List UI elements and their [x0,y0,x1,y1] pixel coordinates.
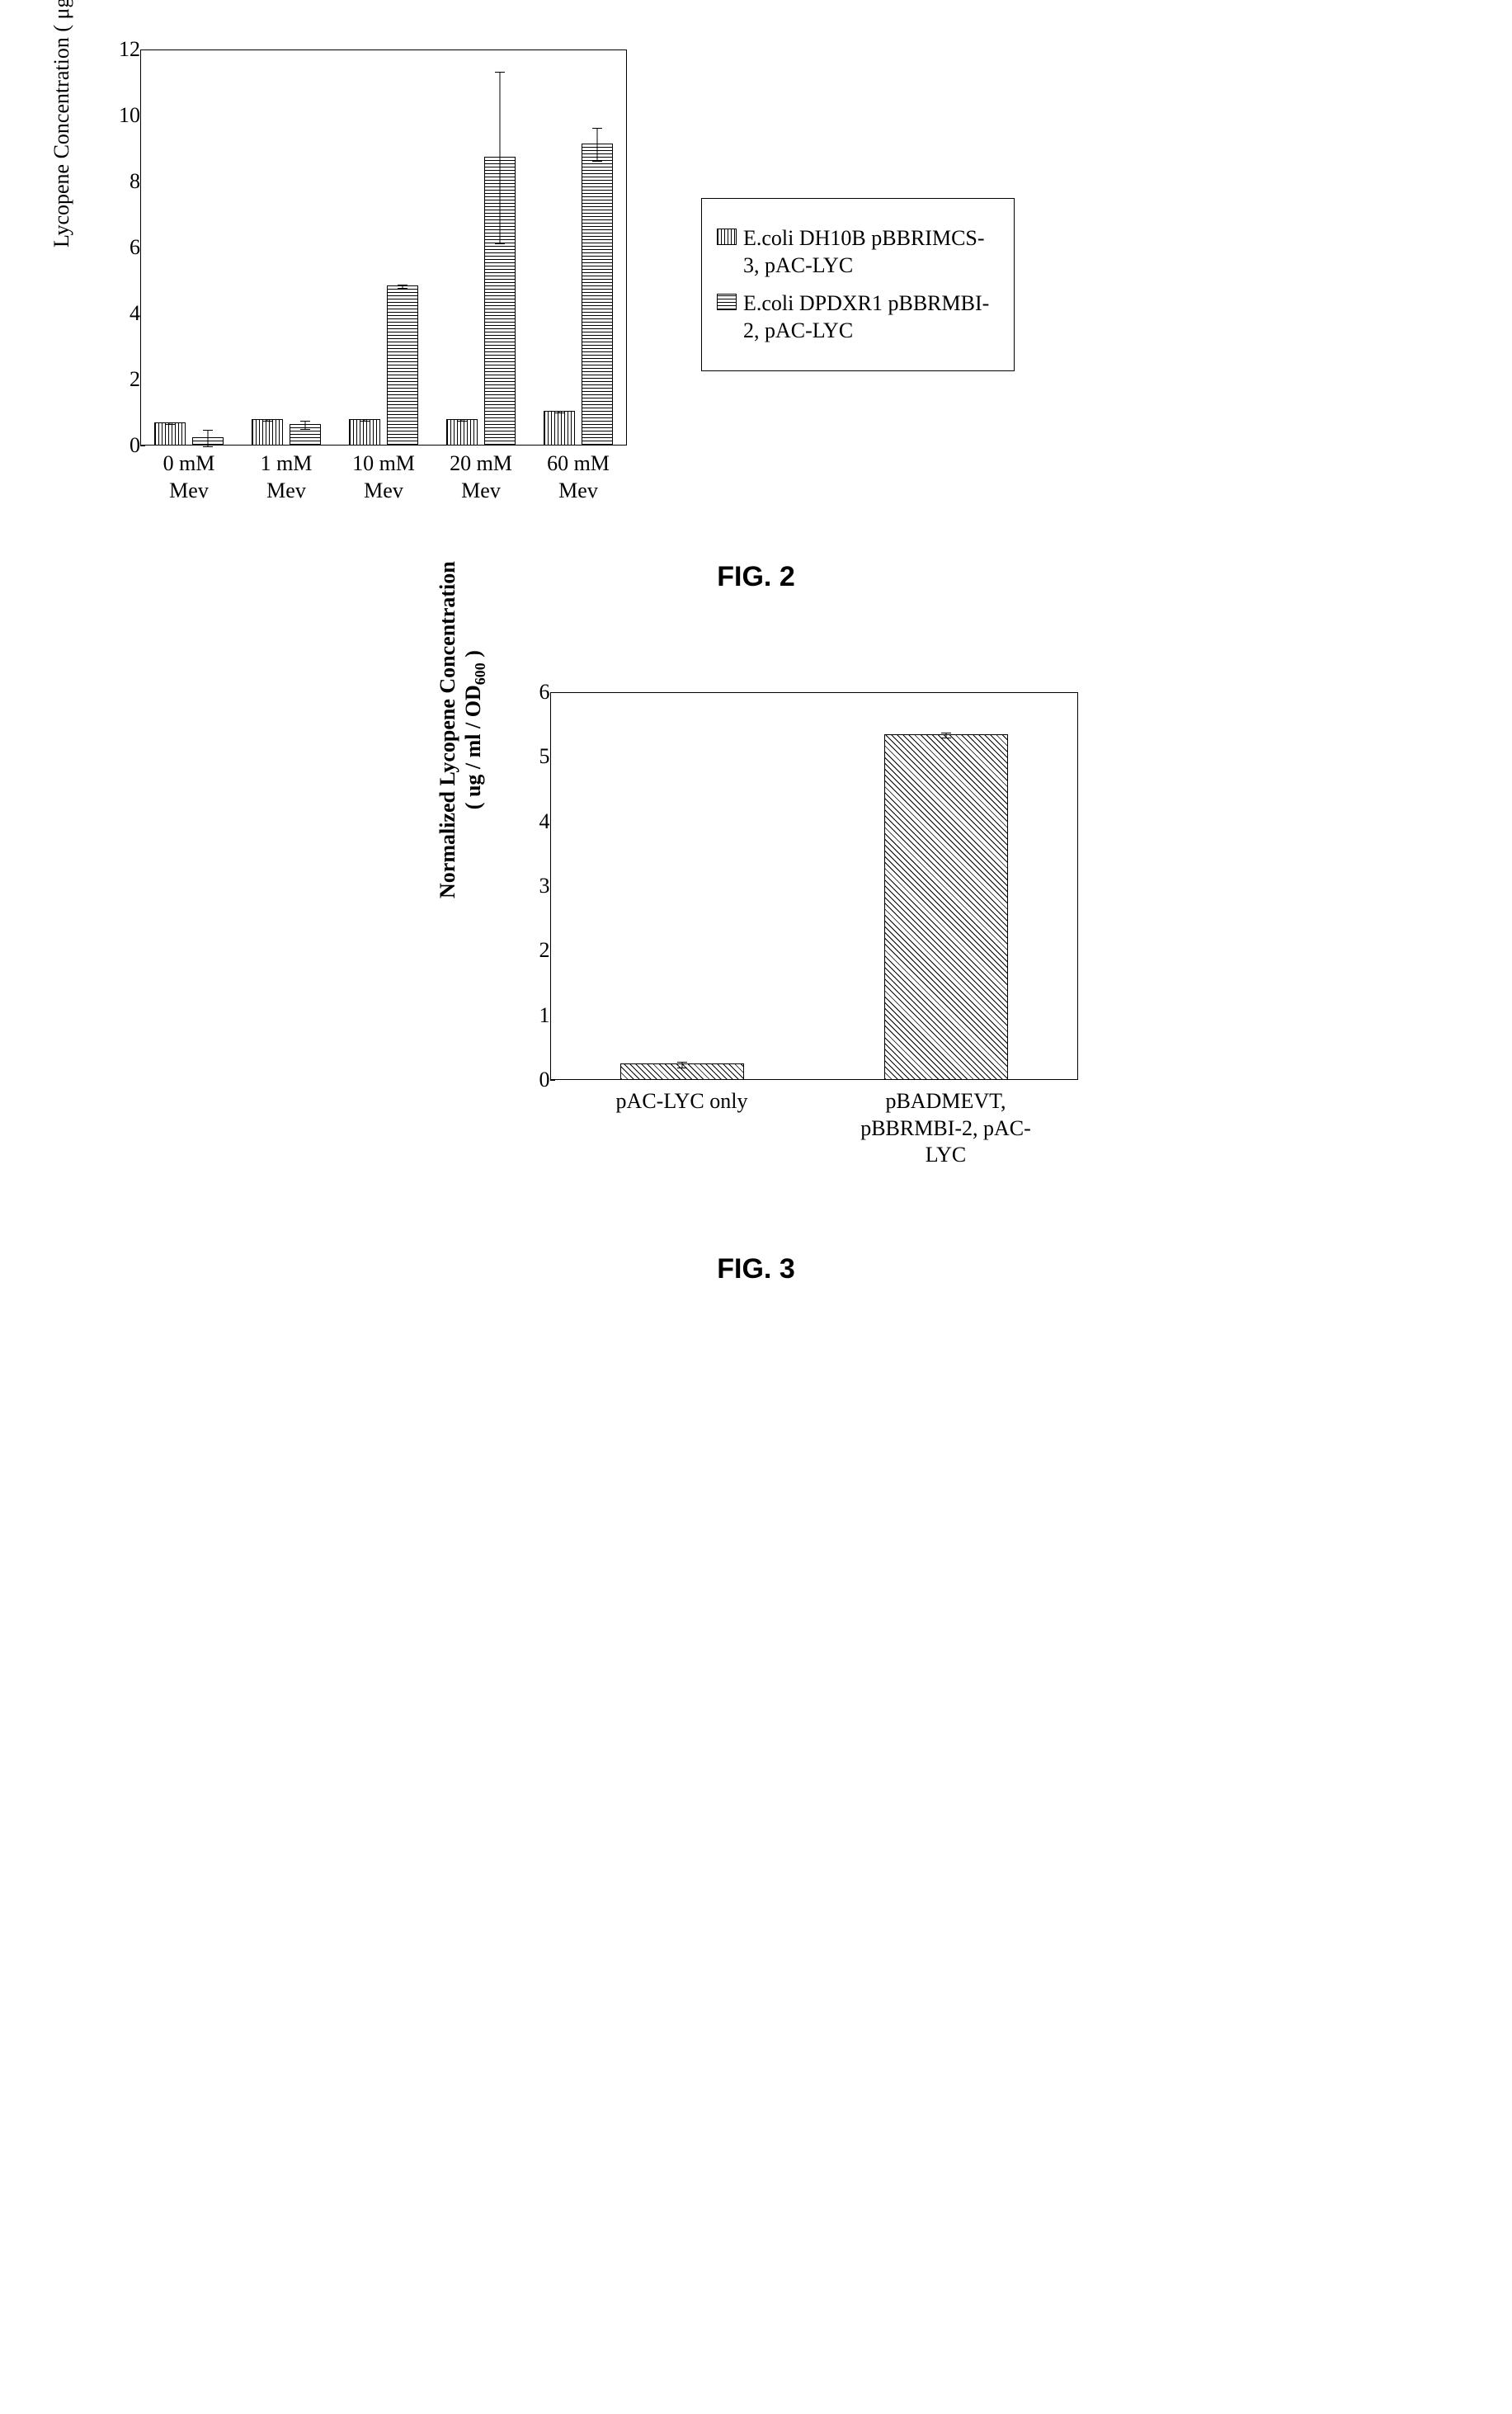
fig2-bar-b [387,285,418,446]
fig2-bar-b [290,424,321,446]
fig3-ylabel-sub: 600 [472,662,488,685]
fig2-ytick: 6 [109,235,140,260]
fig3-xlabel: pAC-LYC only [550,1088,814,1169]
fig2-group [238,50,335,446]
fig3-ytick: 0 [519,1068,550,1092]
fig3-chart: Normalized Lycopene Concentration ( ug /… [410,684,1103,1228]
fig2-row: Lycopene Concentration ( μg / ml ) 02468… [49,33,1463,536]
fig2-xlabels: 0 mMMev1 mMMev10 mMMev20 mMMev60 mMMev [140,450,627,504]
fig3-ylabel-line2-prefix: ( ug / ml / OD [461,685,485,809]
fig2-xlabel: 0 mMMev [140,450,238,504]
fig3-bar [884,734,1008,1080]
fig3-ylabel: Normalized Lycopene Concentration ( ug /… [435,561,490,898]
fig2-bar-a [252,419,283,446]
fig3-ylabel-line2-suffix: ) [461,650,485,662]
fig2-xlabel: 20 mMMev [432,450,530,504]
fig2-legend-item-a: E.coli DH10B pBBRIMCS-3, pAC-LYC [717,225,996,279]
fig2-bar-b [582,144,613,446]
legend-label-a: E.coli DH10B pBBRIMCS-3, pAC-LYC [743,225,996,279]
legend-swatch-vstripes [717,229,737,245]
fig2-bars [140,50,627,446]
fig2-yticks: 024681012 [107,50,140,446]
fig2-group [432,50,530,446]
fig2-bar-b [484,157,516,446]
fig2-ytick: 10 [109,103,140,128]
fig2-bar-a [349,419,380,446]
figure-2: Lycopene Concentration ( μg / ml ) 02468… [49,33,1463,593]
fig3-xlabels: pAC-LYC onlypBADMEVT,pBBRMBI-2, pAC-LYC [550,1088,1078,1169]
fig3-ylabel-line2: ( ug / ml / OD600 ) [460,561,490,898]
fig3-slot [814,692,1078,1080]
fig3-ytick: 3 [519,874,550,898]
fig3-slot [550,692,814,1080]
fig3-bar [620,1063,744,1080]
fig2-ytick: 4 [109,301,140,326]
fig3-ytick: 6 [519,680,550,705]
fig3-ytick: 2 [519,938,550,963]
fig2-bar-a [446,419,478,446]
fig2-group [530,50,627,446]
fig2-ylabel: Lycopene Concentration ( μg / ml ) [49,0,74,248]
fig2-xlabel: 60 mMMev [530,450,627,504]
fig2-xlabel: 1 mMMev [238,450,335,504]
fig2-group [335,50,432,446]
fig2-legend-item-b: E.coli DPDXR1 pBBRMBI-2, pAC-LYC [717,290,996,344]
fig3-ytick: 5 [519,744,550,769]
fig2-caption: FIG. 2 [49,561,1463,593]
fig2-chart: Lycopene Concentration ( μg / ml ) 02468… [49,33,676,536]
fig3-xlabel: pBADMEVT,pBBRMBI-2, pAC-LYC [814,1088,1078,1169]
fig2-bar-a [154,422,186,446]
fig2-legend: E.coli DH10B pBBRIMCS-3, pAC-LYC E.coli … [701,198,1015,371]
fig3-bars [550,692,1078,1080]
fig2-xlabel: 10 mMMev [335,450,432,504]
fig2-ytick: 2 [109,367,140,392]
fig2-bar-b [192,437,224,446]
fig3-ylabel-line1: Normalized Lycopene Concentration [435,561,460,898]
fig2-ytick: 0 [109,433,140,458]
legend-label-b: E.coli DPDXR1 pBBRMBI-2, pAC-LYC [743,290,996,344]
fig3-ytick: 4 [519,809,550,834]
fig2-ytick: 12 [109,37,140,62]
fig2-ytick: 8 [109,169,140,194]
fig2-group [140,50,238,446]
legend-swatch-hstripes [717,294,737,310]
figure-3: Normalized Lycopene Concentration ( ug /… [49,684,1463,1285]
fig3-yticks: 0123456 [517,692,550,1080]
fig3-ytick: 1 [519,1003,550,1028]
fig2-bar-a [544,411,575,446]
fig3-caption: FIG. 3 [49,1253,1463,1285]
